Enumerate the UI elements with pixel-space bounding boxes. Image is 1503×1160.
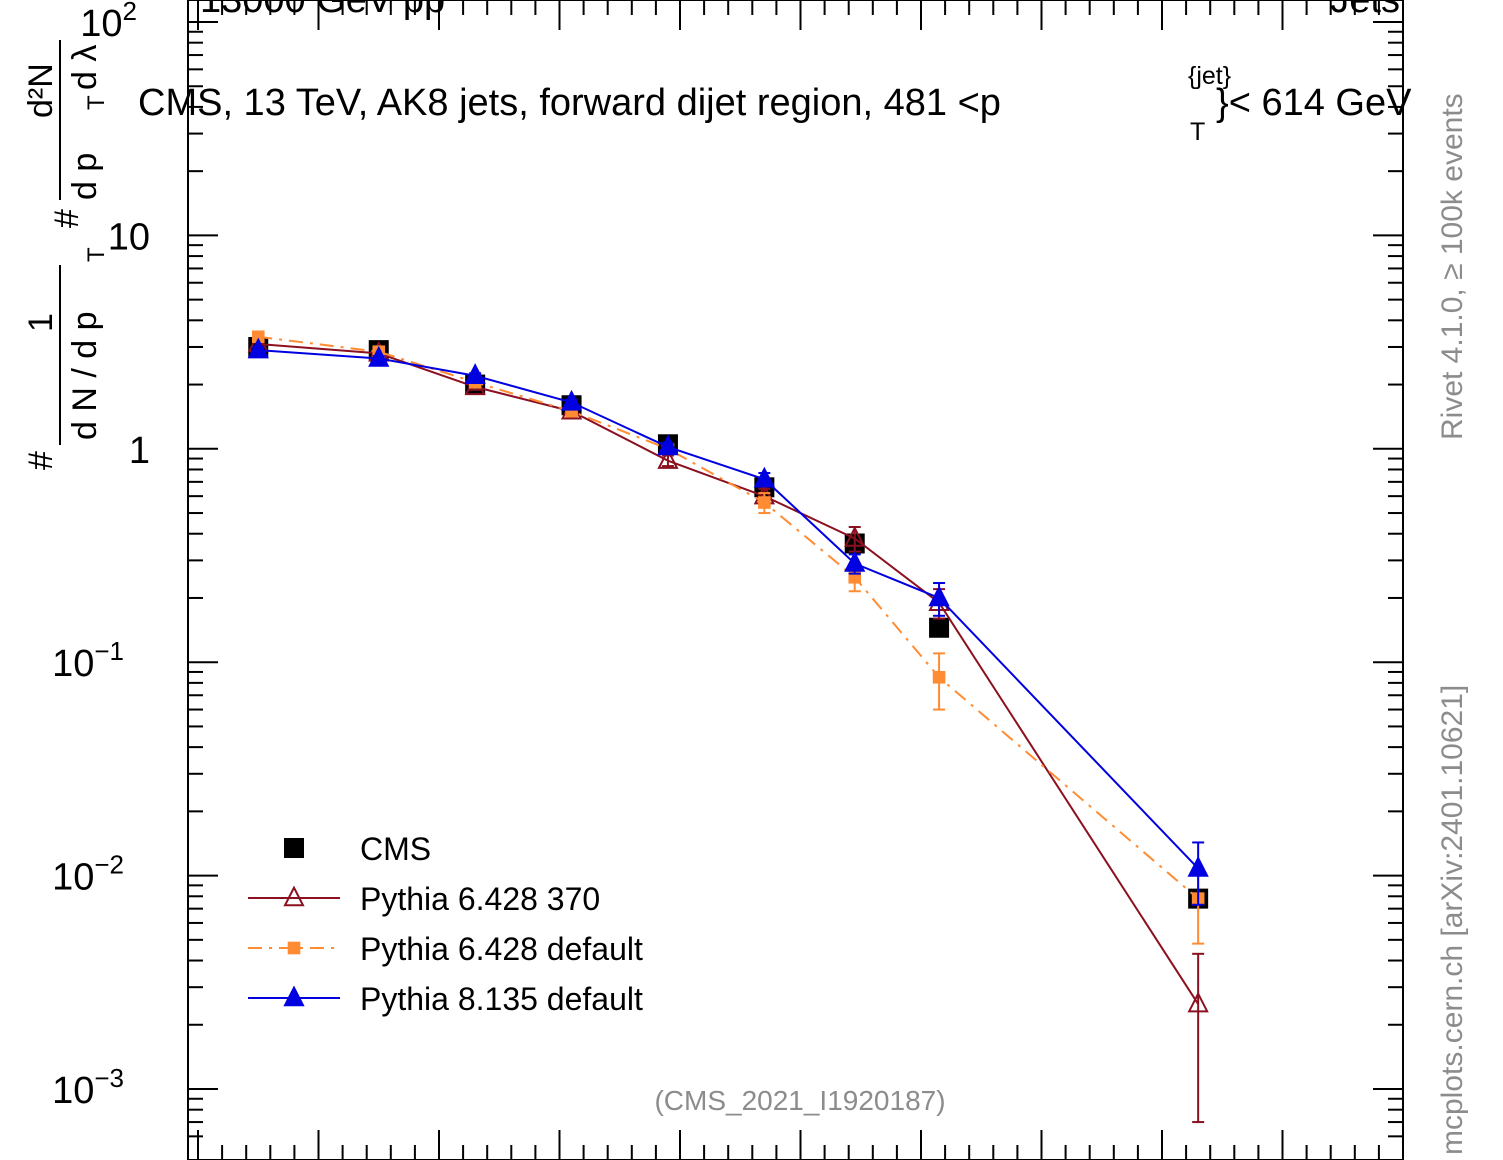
data-point (251, 330, 265, 344)
data-point (932, 670, 946, 684)
ylabel-frac-den: d N / d p (66, 311, 104, 440)
data-point (844, 550, 866, 572)
analysis-tag: (CMS_2021_I1920187) (654, 1085, 945, 1116)
legend-label: Pythia 6.428 370 (360, 881, 600, 917)
ylabel-dlambda: d λ (66, 45, 104, 90)
axes: 102 10 1 10−1 10−2 10−3 (52, 0, 1404, 1160)
title-tail: }< 614 GeV (1216, 82, 1412, 124)
side-label-mcplots: mcplots.cern.ch [arXiv:2401.10621] (1436, 685, 1469, 1155)
ylabel-frac-den-sub: T (83, 247, 110, 262)
data-point (560, 389, 583, 411)
y-axis-label: # 1 d N / d p T # d²N d p T d λ (22, 40, 110, 470)
legend-marker (287, 941, 301, 955)
data-point (1187, 855, 1209, 877)
ylabel-dpt-sub: T (83, 95, 110, 110)
title-main: CMS, 13 TeV, AK8 jets, forward dijet reg… (138, 82, 1001, 124)
data-point (657, 434, 679, 456)
legend-marker (283, 885, 305, 907)
legend-entry: Pythia 6.428 370 (248, 881, 600, 917)
data-point (1187, 991, 1209, 1013)
series-layer (247, 330, 1209, 1124)
title-sub: T (1190, 118, 1205, 146)
ylabel-pre: # (22, 451, 60, 470)
legend-label: Pythia 8.135 default (360, 981, 643, 1017)
title-sup: {jet} (1188, 62, 1231, 90)
ylabel-frac-num: 1 (22, 313, 60, 332)
data-point (657, 448, 679, 469)
header-left: 13000 GeV pp (200, 0, 445, 21)
chart-title: CMS, 13 TeV, AK8 jets, forward dijet reg… (138, 62, 1412, 146)
legend-label: Pythia 6.428 default (360, 931, 643, 967)
legend-entry: Pythia 6.428 default (248, 931, 643, 967)
y-tick-label: 1 (129, 430, 150, 472)
data-point (844, 525, 866, 547)
data-point (464, 363, 486, 384)
ylabel-d2n: d²N (22, 63, 60, 118)
series-line-p6_default (258, 335, 1199, 900)
series-cms (248, 336, 1209, 909)
legend-marker (283, 985, 305, 1007)
y-tick-label: 10−2 (52, 850, 124, 899)
y-tick-label: 10 (108, 216, 150, 258)
legend-entry: Pythia 8.135 default (248, 981, 643, 1017)
data-point (928, 585, 950, 607)
ylabel-dpt: d p (66, 153, 104, 200)
y-tick-label: 10−3 (52, 1063, 124, 1112)
header-right: Jets (1330, 0, 1400, 21)
data-point (758, 496, 771, 509)
ylabel-hash: # (48, 209, 86, 228)
data-point (753, 466, 775, 488)
legend-label: CMS (360, 831, 431, 867)
series-line-p8_default (258, 349, 1199, 870)
data-point (368, 345, 390, 367)
legend: CMS Pythia 6.428 370 Pythia 6.428 default P… (248, 831, 643, 1017)
data-point (929, 617, 950, 638)
legend-marker (284, 838, 304, 858)
y-tick-label: 102 (80, 0, 137, 45)
side-label-rivet: Rivet 4.1.0, ≥ 100k events (1436, 93, 1469, 440)
y-tick-label: 10−1 (52, 636, 124, 685)
legend-entry: CMS (284, 831, 431, 867)
data-point (247, 337, 269, 359)
plot-frame (187, 0, 1404, 1160)
series-p8_default (247, 337, 1209, 906)
